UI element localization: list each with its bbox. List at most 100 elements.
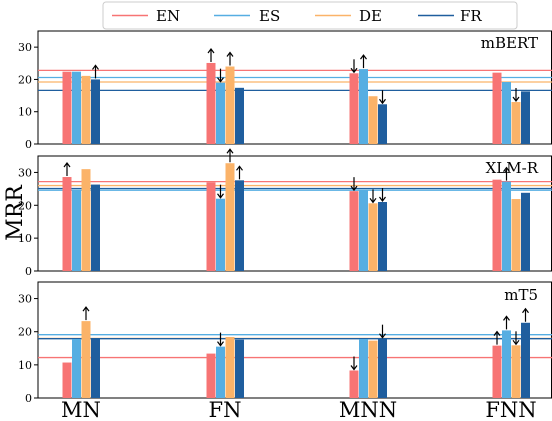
arrow-up-es-mnn [360, 54, 367, 69]
y-tick-label: 30 [18, 166, 32, 179]
bar-fr-mnn [378, 104, 387, 144]
bar-en-mnn [349, 73, 359, 144]
arrow-down-fr-mnn [379, 188, 386, 202]
panel-frame [37, 155, 552, 272]
arrow-down-en-mnn [350, 356, 358, 371]
y-axis-label: MRR [3, 184, 28, 241]
legend-label-en: EN [156, 7, 180, 25]
bar-es-fnn [502, 330, 511, 398]
bar-en-fnn [492, 345, 502, 398]
arrow-up-en-mn [63, 162, 71, 177]
y-tick-label: 20 [18, 73, 32, 86]
bar-es-mnn [359, 190, 368, 271]
arrow-up-fr-mn [92, 64, 99, 79]
bar-de-fnn [511, 199, 521, 271]
bar-de-mnn [368, 340, 378, 398]
bar-es-mnn [359, 339, 368, 398]
bar-en-mn [62, 362, 72, 398]
bar-de-fnn [511, 345, 521, 398]
y-tick-label: 20 [18, 326, 32, 339]
bar-de-mnn [368, 203, 378, 271]
bar-es-mn [72, 339, 81, 398]
category-label-mnn: MNN [339, 398, 397, 421]
y-tick-label: 0 [25, 265, 32, 278]
legend: EN ES DE FR [102, 1, 518, 30]
bar-en-fn [206, 353, 216, 398]
bar-de-mn [81, 75, 91, 144]
bar-es-fn [216, 198, 225, 271]
bar-en-mnn [349, 191, 359, 271]
bar-en-fn [206, 182, 216, 271]
panel-frame [37, 281, 552, 399]
arrow-up-de-fn [226, 51, 234, 66]
arrow-down-en-mnn [350, 177, 358, 192]
bar-es-fnn [502, 181, 511, 271]
arrow-up-en-fnn [493, 330, 501, 345]
bar-en-fnn [492, 179, 502, 271]
arrow-down-es-fn [217, 68, 224, 83]
arrow-down-es-fn [217, 184, 224, 199]
panel-frame [37, 30, 552, 145]
arrow-down-fr-mnn [379, 324, 386, 339]
arrow-down-es-fn [217, 332, 224, 347]
bar-en-fnn [492, 72, 502, 144]
bar-fr-fn [235, 87, 244, 144]
bar-es-fn [216, 346, 225, 398]
y-tick-label: 20 [18, 199, 32, 212]
arrow-up-es-fnn [503, 166, 510, 181]
bar-fr-mnn [378, 338, 387, 398]
arrow-down-de-fnn [512, 88, 520, 103]
bar-fr-mn [91, 79, 100, 144]
bar-en-mnn [349, 370, 359, 398]
bar-de-mn [81, 321, 91, 398]
arrow-up-de-mn [82, 306, 90, 321]
bar-fr-fn [235, 180, 244, 271]
bar-en-mn [62, 177, 72, 271]
legend-label-de: DE [359, 7, 382, 25]
bar-de-fn [225, 66, 235, 144]
bar-de-fn [225, 163, 235, 271]
bar-en-mn [62, 71, 72, 144]
panel-title-xlmr: XLM-R [486, 159, 539, 177]
bar-de-fn [225, 337, 235, 398]
panel-1: 0 10 20 30 [18, 148, 552, 278]
y-tick-label: 10 [18, 232, 32, 245]
y-tick-label: 30 [18, 293, 32, 306]
panel-0: 0 10 20 30 [18, 30, 552, 151]
y-tick-label: 30 [18, 41, 32, 54]
category-label-mn: MN [61, 398, 101, 421]
arrow-up-es-fnn [503, 315, 510, 330]
bar-es-mnn [359, 69, 368, 144]
category-label-fnn: FNN [485, 398, 536, 421]
bar-es-fn [216, 82, 225, 144]
bar-en-fn [206, 62, 216, 144]
y-tick-label: 0 [25, 392, 32, 405]
bar-es-mn [72, 71, 81, 144]
arrow-up-en-fn [207, 47, 215, 62]
bar-fr-fnn [521, 91, 530, 144]
bar-de-mn [81, 169, 91, 271]
legend-frame [102, 1, 518, 30]
legend-label-es: ES [259, 7, 280, 25]
panel-2: 0 10 20 30 [18, 281, 552, 405]
bar-es-fnn [502, 82, 511, 144]
bar-fr-fnn [521, 322, 530, 398]
y-tick-label: 10 [18, 106, 32, 119]
bar-fr-mnn [378, 202, 387, 271]
panel-title-mbert: mBERT [481, 34, 538, 52]
bar-de-mnn [368, 96, 378, 144]
bar-fr-mn [91, 184, 100, 271]
arrow-up-de-fn [226, 148, 234, 163]
legend-label-fr: FR [460, 7, 482, 25]
arrow-up-fr-fn [236, 165, 243, 180]
panel-title-mt5: mT5 [504, 286, 538, 304]
arrow-up-fr-fnn [522, 307, 529, 322]
arrow-down-fr-mnn [379, 90, 386, 105]
category-label-fn: FN [209, 398, 242, 421]
arrow-down-de-mnn [369, 189, 377, 204]
bar-fr-fnn [521, 192, 530, 271]
y-tick-label: 10 [18, 359, 32, 372]
bar-fr-fn [235, 339, 244, 398]
bar-fr-mn [91, 338, 100, 398]
